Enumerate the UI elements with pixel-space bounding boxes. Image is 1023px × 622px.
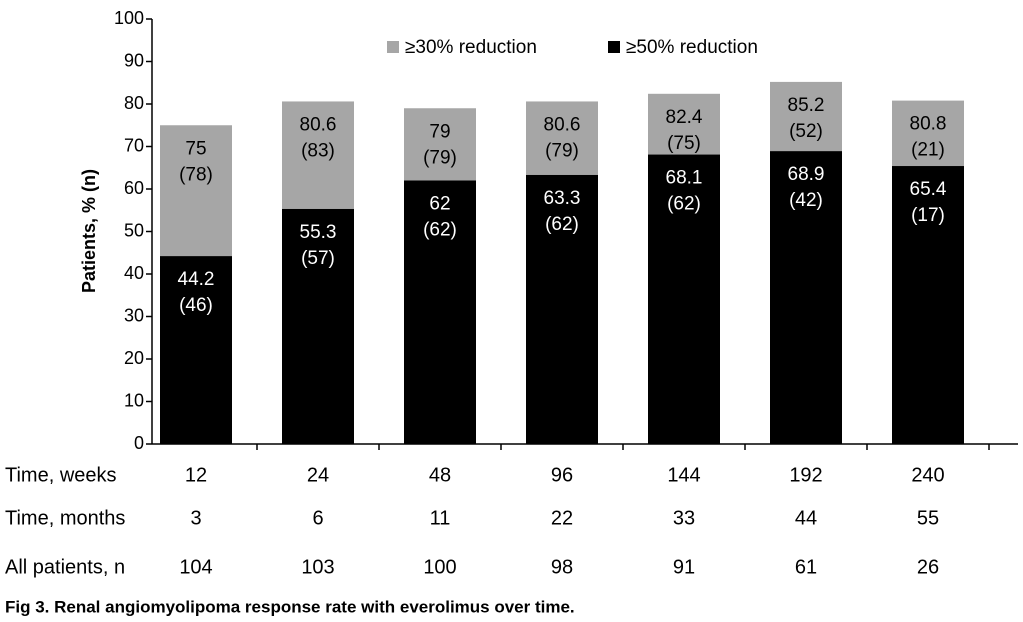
row-value: 48 xyxy=(429,464,451,486)
n-label: (42) xyxy=(789,190,823,211)
data-label: 62 xyxy=(429,194,450,215)
row-value: 91 xyxy=(673,556,695,578)
y-tick-label: 30 xyxy=(124,305,144,325)
n-label: (57) xyxy=(301,248,335,269)
caption: Fig 3. Renal angiomyolipoma response rat… xyxy=(5,597,575,616)
row-value: 3 xyxy=(190,507,201,529)
legend-label: ≥50% reduction xyxy=(626,37,758,58)
row-value: 11 xyxy=(430,507,451,529)
data-label: 68.1 xyxy=(666,168,703,189)
data-label: 85.2 xyxy=(788,95,825,116)
row-value: 96 xyxy=(551,464,573,486)
n-label: (17) xyxy=(911,205,945,226)
data-label: 80.6 xyxy=(300,114,337,135)
row-value: 240 xyxy=(911,464,944,486)
n-label: (62) xyxy=(667,194,701,215)
n-label: (75) xyxy=(667,133,701,154)
row-value: 61 xyxy=(795,556,817,578)
n-label: (62) xyxy=(423,220,457,241)
n-label: (83) xyxy=(301,140,335,161)
row-value: 12 xyxy=(185,464,207,486)
data-label: 65.4 xyxy=(910,179,947,200)
y-tick-label: 40 xyxy=(124,263,144,283)
n-label: (46) xyxy=(179,295,213,316)
row-value: 55 xyxy=(917,507,939,529)
data-label: 44.2 xyxy=(178,269,215,290)
row-value: 6 xyxy=(312,507,323,529)
y-axis-label: Patients, % (n) xyxy=(79,169,99,293)
row-value: 98 xyxy=(551,556,573,578)
row-value: 22 xyxy=(551,507,573,529)
bar xyxy=(404,180,476,444)
bar xyxy=(648,154,720,444)
data-label: 82.4 xyxy=(666,107,703,128)
y-tick-label: 50 xyxy=(124,220,144,240)
data-label: 63.3 xyxy=(544,188,581,209)
data-label: 80.6 xyxy=(544,114,581,135)
y-tick-label: 70 xyxy=(124,135,144,155)
bar xyxy=(526,174,598,444)
row-value: 144 xyxy=(667,464,700,486)
y-tick-label: 10 xyxy=(124,390,144,410)
bar xyxy=(892,166,964,445)
data-label: 80.8 xyxy=(910,114,947,135)
data-label: 68.9 xyxy=(788,164,825,185)
n-label: (78) xyxy=(179,164,213,185)
row-value: 104 xyxy=(179,556,212,578)
bar xyxy=(770,151,842,445)
data-label: 75 xyxy=(185,138,206,159)
y-tick-label: 80 xyxy=(124,93,144,113)
row-value: 103 xyxy=(301,556,334,578)
row-label: All patients, n xyxy=(5,556,125,578)
legend-swatch xyxy=(608,41,620,53)
row-value: 24 xyxy=(307,464,329,486)
n-label: (79) xyxy=(423,147,457,168)
bar xyxy=(160,256,232,444)
n-label: (52) xyxy=(789,121,823,142)
row-value: 192 xyxy=(789,464,822,486)
row-label: Time, weeks xyxy=(5,464,117,486)
row-value: 44 xyxy=(795,507,817,529)
row-value: 33 xyxy=(673,507,695,529)
y-tick-label: 60 xyxy=(124,178,144,198)
n-label: (79) xyxy=(545,140,579,161)
legend-swatch xyxy=(387,41,399,53)
row-label: Time, months xyxy=(5,507,125,529)
n-label: (21) xyxy=(911,140,945,161)
data-label: 79 xyxy=(429,121,450,142)
n-label: (62) xyxy=(545,214,579,235)
y-tick-label: 100 xyxy=(114,8,144,28)
legend-label: ≥30% reduction xyxy=(405,37,537,58)
row-value: 100 xyxy=(423,556,456,578)
y-tick-label: 20 xyxy=(124,348,144,368)
row-value: 26 xyxy=(917,556,939,578)
bar xyxy=(282,208,354,444)
y-tick-label: 0 xyxy=(134,433,144,453)
data-label: 55.3 xyxy=(300,222,337,243)
y-tick-label: 90 xyxy=(124,50,144,70)
